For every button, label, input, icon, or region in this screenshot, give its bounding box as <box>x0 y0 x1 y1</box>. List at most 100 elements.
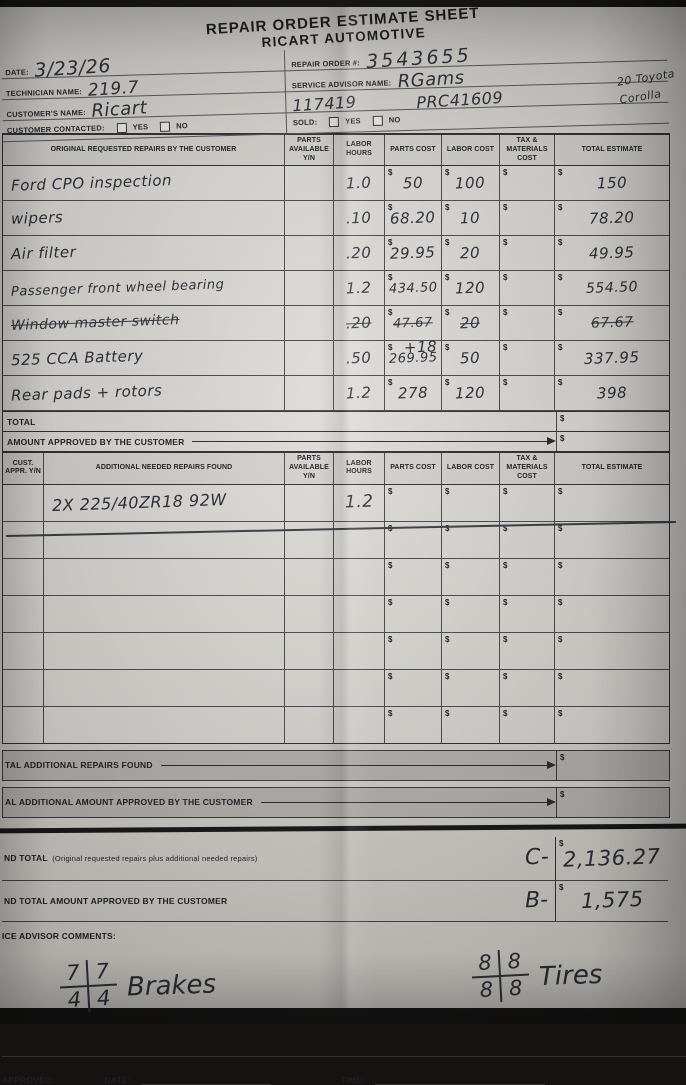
vehicle-note: 20 Toyota Corolla <box>615 64 678 108</box>
brakes-word: Brakes <box>126 968 217 1003</box>
comments-area: 7 7 4 4 Brakes 8 8 8 8 Tires <box>2 946 686 1054</box>
footer-date-label: DATE: <box>104 1074 131 1085</box>
tire-measure-bl: 8 <box>472 976 503 1003</box>
table-row: $ $ $ $ <box>3 632 669 670</box>
col-header-parts-cost: PARTS COST <box>384 135 441 166</box>
col-header-tax-materials: TAX & MATERIALS COST <box>499 453 554 484</box>
repair-order-sheet: REPAIR ORDER ESTIMATE SHEET RICART AUTOM… <box>0 5 686 1085</box>
parts-cost-value: 47.67 <box>392 315 434 332</box>
table-row: Air filter .20 $29.95 $20 $ $49.95 <box>3 236 669 272</box>
grand-total-approved-row: ND TOTAL AMOUNT APPROVED BY THE CUSTOMER… <box>2 880 668 922</box>
total-label: TOTAL <box>7 416 36 427</box>
col-header-parts-available: PARTS AVAILABLE Y/N <box>284 453 333 484</box>
contacted-no-label: NO <box>176 121 188 131</box>
labor-hours-value: 1.2 <box>344 491 374 513</box>
service-advisor-comments-label: ICE ADVISOR COMMENTS: <box>2 930 116 941</box>
col-header-labor-cost: LABOR COST <box>441 135 499 166</box>
additional-repairs-header-row: CUST. APPR. Y/N ADDITIONAL NEEDED REPAIR… <box>3 453 669 485</box>
total-estimate-value: 49.95 <box>588 242 636 263</box>
parts-cost-value: 278 <box>397 383 429 403</box>
amount-approved-row: AMOUNT APPROVED BY THE CUSTOMER $ <box>3 431 669 452</box>
customer-contacted-label: CUSTOMER CONTACTED: <box>6 123 105 136</box>
parts-cost-value: 50 <box>402 173 424 193</box>
col-header-description: ORIGINAL REQUESTED REPAIRS BY THE CUSTOM… <box>50 145 237 153</box>
original-repairs-header-row: ORIGINAL REQUESTED REPAIRS BY THE CUSTOM… <box>3 135 669 167</box>
repair-description: Passenger front wheel bearing <box>10 277 225 300</box>
table-row-struck-out: Window master switch .20 $47.67 $20 $ $6… <box>3 306 669 342</box>
parts-cost-value: 269.95 <box>388 349 438 367</box>
time-blank-line <box>374 1072 545 1085</box>
header-info-section: 20 Toyota Corolla DATE: 3/23/26 TECHNICI… <box>0 39 675 143</box>
total-estimate-value: 337.95 <box>583 347 641 368</box>
arrow-line <box>160 760 557 769</box>
total-estimate-value: 554.50 <box>585 279 639 298</box>
total-estimate-value: 150 <box>596 173 628 193</box>
table-row: 525 CCA Battery .50 $ +18 269.95 $50 $ $… <box>3 338 669 377</box>
parts-cost-value: 68.20 <box>389 207 437 228</box>
grand-total-approved-label: ND TOTAL AMOUNT APPROVED BY THE CUSTOMER <box>4 895 228 906</box>
arrow-line <box>192 437 556 446</box>
col-header-cust-appr: CUST. APPR. Y/N <box>5 459 41 476</box>
total-additional-approved-label: AL ADDITIONAL AMOUNT APPROVED BY THE CUS… <box>5 797 253 807</box>
total-estimate-value: 78.20 <box>588 207 636 228</box>
service-advisor-label: SERVICE ADVISOR NAME: <box>291 78 392 91</box>
repair-description: Window master switch <box>10 312 180 335</box>
date-label: DATE: <box>5 67 29 78</box>
labor-hours-value: 1.2 <box>345 278 372 298</box>
labor-cost-value: 20 <box>460 313 481 333</box>
contacted-yes-checkbox <box>116 122 127 134</box>
sold-yes-checkbox <box>329 116 340 128</box>
grand-total-label: ND TOTAL <box>4 853 48 863</box>
brake-measure-bl: 4 <box>60 986 91 1013</box>
contacted-yes-label: YES <box>132 122 149 132</box>
repair-description: Rear pads + rotors <box>10 381 163 405</box>
table-row: 2X 225/40ZR18 92W 1.2 $ $ $ $ <box>3 484 669 522</box>
labor-cost-value: 20 <box>460 243 481 263</box>
col-header-total-estimate: TOTAL ESTIMATE <box>554 453 669 484</box>
total-estimate-value: 67.67 <box>590 314 634 332</box>
table-row: $ $ $ $ <box>3 521 669 559</box>
additional-repairs-table: CUST. APPR. Y/N ADDITIONAL NEEDED REPAIR… <box>2 452 670 744</box>
table-row: Ford CPO inspection 1.0 $50 $100 $ $150 <box>3 166 669 202</box>
grand-total-value: 2,136.27 <box>562 843 662 872</box>
labor-hours-value: .10 <box>345 208 372 228</box>
total-additional-repairs-row: TAL ADDITIONAL REPAIRS FOUND $ <box>2 749 670 781</box>
table-row: $ $ $ $ <box>3 706 669 743</box>
repair-description: Ford CPO inspection <box>10 170 173 195</box>
table-row: Rear pads + rotors 1.2 $278 $120 $ $398 <box>3 376 669 412</box>
labor-hours-value: 1.0 <box>345 173 372 193</box>
grand-total-row: ND TOTAL (Original requested repairs plu… <box>2 836 668 881</box>
contacted-no-checkbox <box>160 121 171 132</box>
vehicle-note-line1: 20 Toyota <box>615 67 676 89</box>
brake-measurement-grid: 7 7 4 4 <box>58 958 118 1013</box>
repair-description: Air filter <box>10 242 77 263</box>
col-header-labor-cost: LABOR COST <box>441 453 499 484</box>
tire-measure-br: 8 <box>508 975 524 1001</box>
sold-yes-label: YES <box>345 116 361 126</box>
technician-label: TECHNICIAN NAME: <box>5 87 83 99</box>
approved-label: APPROVED: <box>2 1074 55 1085</box>
total-additional-repairs-label: TAL ADDITIONAL REPAIRS FOUND <box>5 760 153 770</box>
grand-total-prefix: C- <box>524 844 550 871</box>
total-row: TOTAL $ <box>3 411 669 432</box>
tire-measure-tr: 8 <box>500 948 529 977</box>
sold-no-label: NO <box>388 115 401 125</box>
approval-footer: APPROVED: DATE: TIME: <box>2 1055 686 1085</box>
customer-name-label: CUSTOMER'S NAME: <box>6 107 87 120</box>
total-estimate-value: 398 <box>596 383 628 403</box>
labor-cost-value: 120 <box>455 278 486 298</box>
sold-no-checkbox <box>372 115 383 126</box>
additional-repair-description: 2X 225/40ZR18 92W <box>51 489 227 515</box>
tire-measurement-grid: 8 8 8 8 <box>470 948 530 1003</box>
repair-description: 525 CCA Battery <box>10 346 144 370</box>
tires-comment: 8 8 8 8 Tires <box>470 948 603 1003</box>
col-header-labor-hours: LABOR HOURS <box>333 135 384 166</box>
arrow-line <box>260 797 557 806</box>
labor-cost-value: 50 <box>460 348 481 368</box>
table-row: Passenger front wheel bearing 1.2 $434.5… <box>3 271 669 307</box>
tires-word: Tires <box>538 959 603 992</box>
section-divider <box>0 823 686 833</box>
table-row: $ $ $ $ <box>3 595 669 633</box>
table-row: wipers .10 $68.20 $10 $ $78.20 <box>3 201 669 237</box>
labor-hours-value: .20 <box>345 243 372 263</box>
